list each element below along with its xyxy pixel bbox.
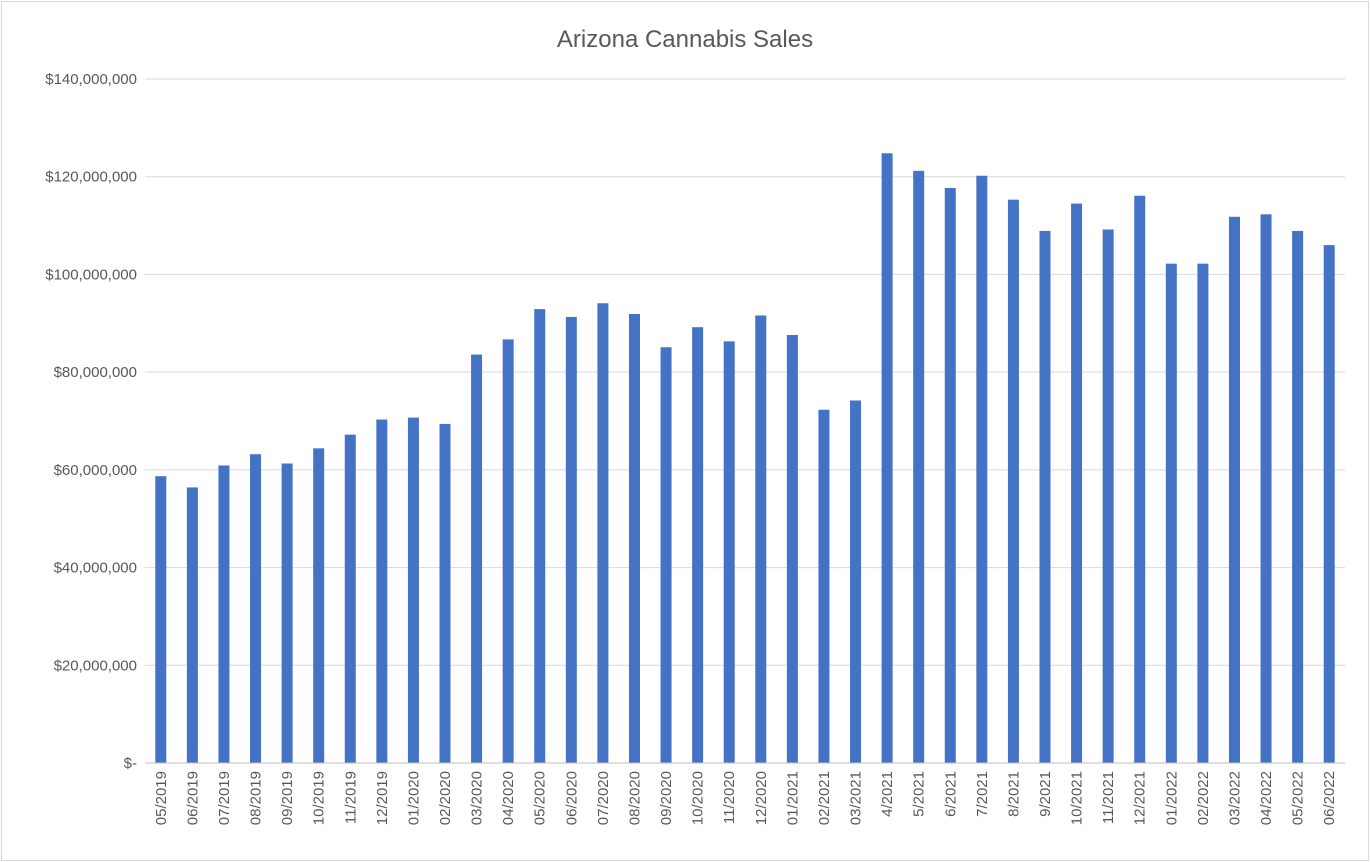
x-tick-label: 4/2021 (879, 771, 896, 817)
bar (692, 327, 704, 763)
bar (755, 315, 767, 763)
x-tick-label: 07/2019 (216, 771, 233, 825)
bar (1071, 203, 1083, 764)
bar (818, 409, 830, 763)
bar (723, 341, 735, 763)
x-tick-label: 03/2021 (848, 771, 865, 825)
y-tick-label: $140,000,000 (45, 71, 137, 88)
x-tick-label: 06/2020 (563, 771, 580, 825)
bar (944, 187, 956, 764)
x-tick-label: 9/2021 (1037, 771, 1054, 817)
x-tick-label: 12/2019 (374, 771, 391, 825)
y-tick-label: $- (124, 755, 137, 772)
bar (1102, 229, 1114, 764)
bar (376, 419, 388, 763)
bar (628, 314, 640, 763)
bar (155, 476, 167, 763)
y-tick-label: $20,000,000 (54, 657, 137, 674)
bars (155, 153, 1335, 764)
y-tick-label: $80,000,000 (54, 364, 137, 381)
y-tick-label: $100,000,000 (45, 266, 137, 283)
bar (471, 354, 483, 763)
bar (502, 339, 514, 763)
x-tick-label: 01/2022 (1163, 771, 1180, 825)
x-tick-label: 05/2022 (1290, 771, 1307, 825)
bar (1165, 263, 1177, 763)
x-tick-label: 5/2021 (911, 771, 928, 817)
bar (913, 170, 925, 763)
x-tick-label: 12/2021 (1132, 771, 1149, 825)
y-tick-label: $60,000,000 (54, 462, 137, 479)
bar (565, 316, 577, 763)
x-tick-label: 02/2021 (816, 771, 833, 825)
bar (218, 465, 230, 763)
y-tick-label: $40,000,000 (54, 560, 137, 577)
bar (534, 309, 546, 763)
x-tick-label: 02/2020 (437, 771, 454, 825)
x-tick-label: 08/2019 (248, 771, 265, 825)
bar (660, 347, 672, 763)
x-tick-label: 01/2021 (784, 771, 801, 825)
x-tick-label: 6/2021 (942, 771, 959, 817)
bar (439, 423, 451, 763)
x-tick-label: 09/2020 (658, 771, 675, 825)
bar (786, 335, 798, 763)
bar (850, 400, 862, 763)
bar (1228, 216, 1240, 763)
y-axis-ticks: $- $20,000,000 $40,000,000 $60,000,000 $80,0… (45, 71, 137, 772)
x-tick-label: 10/2020 (690, 771, 707, 825)
x-tick-label: 11/2019 (342, 771, 359, 824)
bar (186, 487, 198, 763)
x-tick-label: 09/2019 (279, 771, 296, 825)
x-tick-label: 06/2019 (184, 771, 201, 825)
bar (1292, 230, 1304, 764)
x-tick-label: 07/2020 (595, 771, 612, 825)
x-tick-label: 03/2022 (1226, 771, 1243, 825)
x-tick-label: 04/2020 (500, 771, 517, 825)
x-axis-ticks: 05/2019 06/2019 07/2019 08/2019 09/2019 10/20… (153, 771, 1338, 825)
y-tick-label: $120,000,000 (45, 169, 137, 186)
bar (407, 417, 419, 763)
x-tick-label: 11/2021 (1100, 771, 1117, 824)
x-tick-label: 11/2020 (721, 771, 738, 824)
bar (1134, 195, 1146, 764)
x-tick-label: 10/2019 (311, 771, 328, 825)
bar (881, 153, 893, 763)
bar (1197, 263, 1209, 763)
bar (1323, 245, 1335, 764)
bar (250, 454, 262, 763)
bar (313, 448, 325, 763)
x-tick-label: 10/2021 (1069, 771, 1086, 825)
bar (597, 303, 609, 763)
x-tick-label: 06/2022 (1321, 771, 1338, 825)
x-tick-label: 04/2022 (1258, 771, 1275, 825)
x-tick-label: 05/2019 (153, 771, 170, 825)
bar (1260, 214, 1272, 763)
x-tick-label: 03/2020 (469, 771, 486, 825)
chart-title: Arizona Cannabis Sales (557, 26, 813, 53)
bar (1039, 230, 1051, 764)
x-tick-label: 8/2021 (1005, 771, 1022, 817)
bar (281, 463, 293, 763)
x-tick-label: 12/2020 (753, 771, 770, 825)
x-tick-label: 02/2022 (1195, 771, 1212, 825)
bar (1007, 199, 1019, 764)
x-tick-label: 05/2020 (532, 771, 549, 825)
x-tick-label: 7/2021 (974, 771, 991, 817)
x-tick-label: 01/2020 (405, 771, 422, 825)
bar (344, 434, 356, 763)
gridlines (145, 78, 1345, 666)
x-tick-label: 08/2020 (626, 771, 643, 825)
bar (976, 175, 988, 764)
